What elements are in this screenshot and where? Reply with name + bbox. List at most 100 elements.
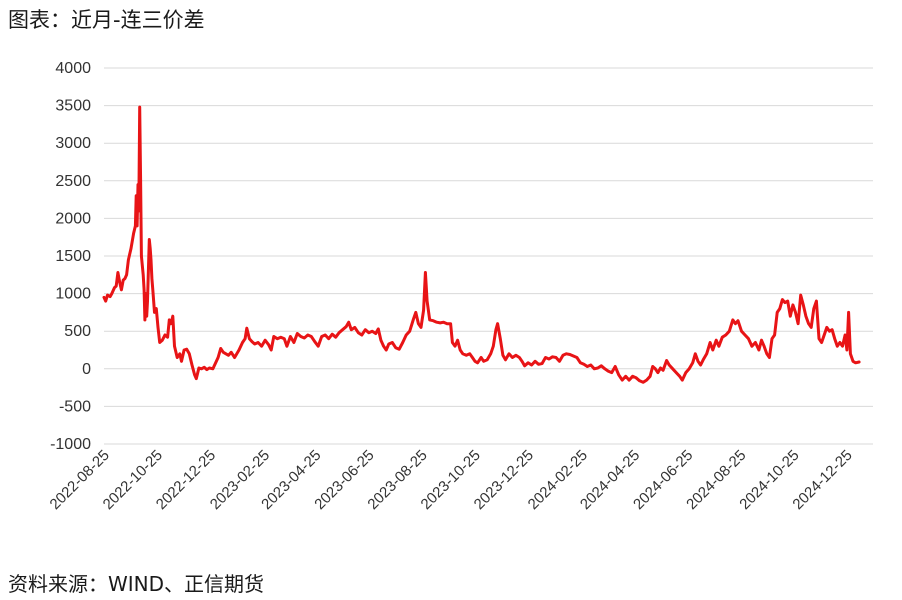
- data-point: [135, 224, 139, 228]
- data-point: [405, 333, 408, 337]
- data-point: [374, 332, 377, 335]
- data-point: [675, 371, 678, 374]
- data-point: [398, 348, 401, 351]
- data-point: [828, 330, 831, 333]
- data-point: [134, 224, 137, 228]
- data-point: [180, 360, 183, 363]
- data-point: [169, 322, 173, 325]
- data-point: [263, 339, 267, 342]
- data-point: [408, 330, 411, 333]
- data-point: [151, 288, 154, 291]
- data-point: [195, 377, 198, 380]
- data-point: [778, 307, 781, 310]
- data-point: [760, 339, 763, 342]
- data-point: [579, 361, 582, 364]
- data-point: [285, 345, 289, 348]
- data-point: [471, 356, 474, 359]
- data-point: [659, 366, 662, 370]
- page-title: 图表：近月-连三价差: [8, 8, 205, 32]
- data-point: [197, 366, 201, 370]
- y-tick-label: -500: [59, 398, 91, 415]
- data-point: [802, 303, 805, 307]
- data-point: [377, 327, 380, 331]
- data-point: [216, 356, 220, 359]
- data-point: [161, 339, 164, 342]
- data-point: [144, 292, 147, 295]
- data-point: [740, 330, 743, 333]
- data-point: [634, 376, 638, 379]
- data-point: [171, 315, 174, 318]
- data-point: [610, 371, 613, 374]
- data-point: [459, 348, 462, 352]
- data-point: [142, 288, 146, 291]
- data-point: [575, 356, 579, 359]
- data-point: [118, 281, 121, 284]
- data-point: [807, 322, 810, 325]
- data-point: [208, 366, 211, 370]
- data-point: [638, 379, 641, 382]
- data-point: [830, 328, 834, 331]
- data-point: [747, 337, 750, 340]
- data-point: [711, 348, 714, 352]
- data-point: [155, 307, 158, 310]
- data-point: [188, 352, 191, 355]
- data-point: [166, 336, 169, 339]
- data-point: [203, 366, 206, 369]
- data-point: [347, 321, 350, 324]
- data-point: [419, 326, 423, 329]
- data-point: [241, 341, 244, 344]
- data-point: [656, 371, 660, 374]
- data-point: [705, 352, 708, 355]
- data-point: [442, 321, 445, 324]
- data-point: [754, 341, 757, 344]
- data-point: [176, 356, 179, 359]
- data-point: [219, 347, 222, 350]
- data-point: [230, 351, 233, 354]
- data-point: [691, 361, 694, 364]
- data-point: [364, 328, 367, 331]
- data-point: [678, 375, 681, 378]
- data-point: [153, 311, 156, 314]
- data-point: [558, 360, 561, 363]
- data-point: [425, 299, 429, 303]
- data-point: [353, 326, 356, 329]
- data-point: [449, 322, 452, 325]
- data-point: [143, 318, 147, 322]
- data-point: [582, 363, 586, 366]
- data-point: [387, 342, 390, 346]
- data-point: [250, 340, 254, 343]
- data-point: [786, 299, 789, 303]
- data-point: [465, 354, 468, 357]
- data-point: [320, 335, 323, 338]
- data-point: [762, 345, 766, 348]
- data-point: [731, 318, 734, 322]
- data-point: [551, 355, 554, 358]
- data-point: [422, 308, 425, 312]
- data-point: [776, 311, 779, 314]
- data-point: [303, 336, 306, 340]
- data-point: [815, 299, 818, 303]
- data-point: [163, 333, 167, 337]
- data-point: [511, 356, 514, 359]
- data-point: [310, 335, 313, 338]
- data-point: [104, 299, 107, 303]
- data-point: [371, 330, 374, 333]
- y-tick-label: 3000: [55, 135, 91, 152]
- data-point: [350, 328, 353, 331]
- data-point: [702, 358, 705, 361]
- data-point: [499, 337, 502, 340]
- data-point: [120, 288, 123, 291]
- series-layer: [102, 105, 861, 384]
- data-point: [841, 345, 844, 348]
- data-point: [648, 375, 652, 378]
- data-point: [530, 363, 533, 367]
- data-point: [168, 318, 171, 322]
- data-point: [136, 183, 140, 186]
- data-point: [451, 341, 454, 344]
- data-point: [624, 375, 627, 378]
- data-point: [260, 345, 263, 348]
- data-point: [857, 360, 861, 364]
- data-point: [102, 296, 106, 299]
- data-point: [270, 348, 273, 352]
- data-point: [394, 346, 397, 349]
